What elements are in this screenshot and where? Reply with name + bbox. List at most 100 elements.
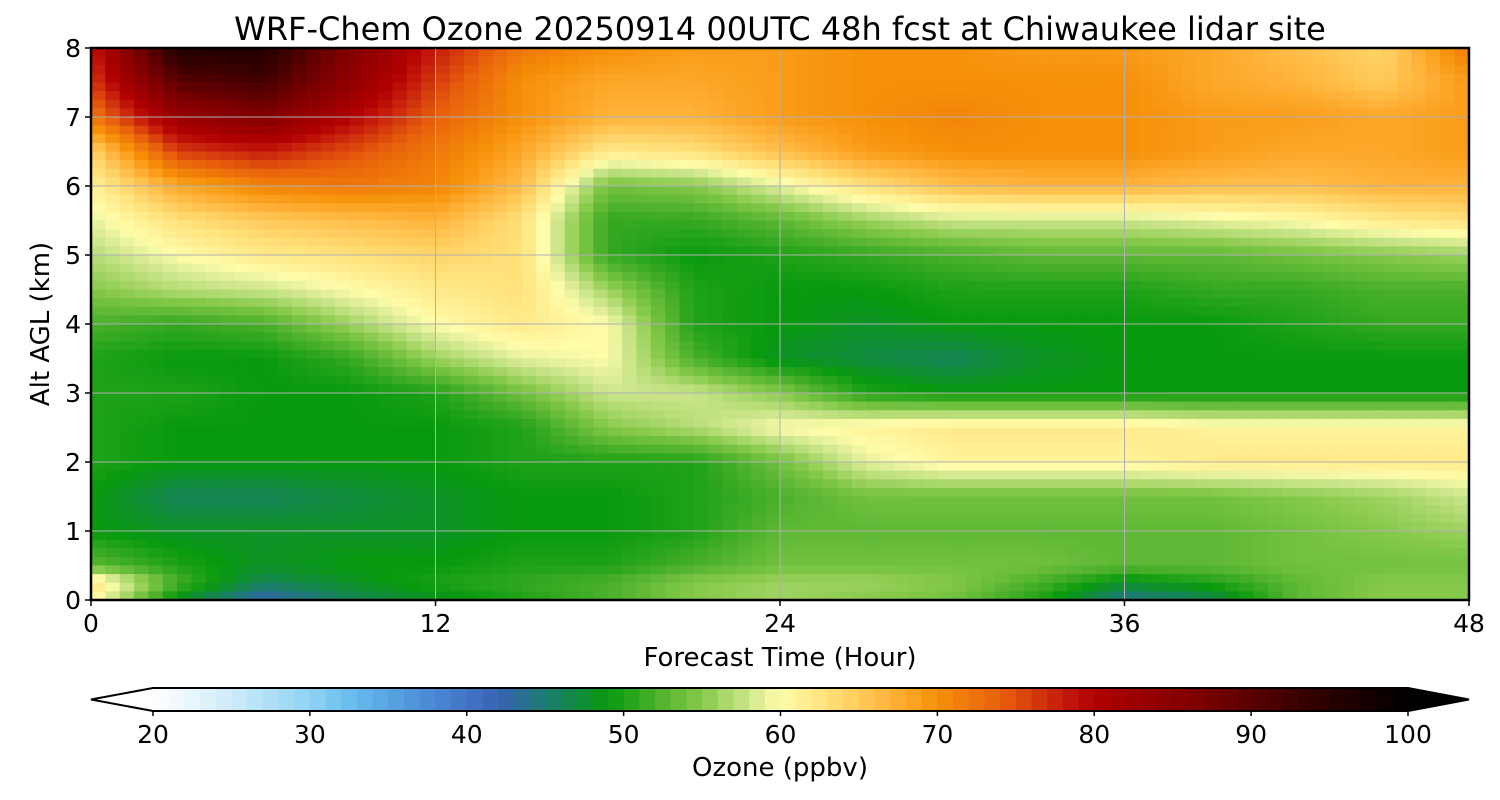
heatmap-cell bbox=[1268, 48, 1283, 58]
heatmap-cell bbox=[335, 280, 350, 291]
heatmap-cell bbox=[1224, 332, 1240, 342]
heatmap-cell bbox=[1311, 462, 1327, 472]
heatmap-cell bbox=[421, 444, 437, 454]
heatmap-cell bbox=[1268, 263, 1283, 273]
heatmap-cell bbox=[1440, 444, 1456, 454]
heatmap-cell bbox=[550, 453, 566, 463]
heatmap-cell bbox=[780, 298, 795, 308]
heatmap-cell bbox=[593, 349, 609, 360]
heatmap-cell bbox=[593, 237, 609, 247]
heatmap-cell bbox=[1224, 462, 1240, 472]
heatmap-cell bbox=[564, 401, 580, 411]
heatmap-cell bbox=[1167, 306, 1183, 316]
heatmap-cell bbox=[866, 324, 882, 334]
heatmap-cell bbox=[464, 48, 480, 58]
heatmap-cell bbox=[162, 194, 178, 204]
heatmap-cell bbox=[1454, 487, 1470, 498]
heatmap-cell bbox=[1181, 487, 1197, 498]
heatmap-cell bbox=[1181, 306, 1197, 316]
heatmap-cell bbox=[622, 444, 638, 454]
heatmap-cell bbox=[1052, 125, 1068, 135]
heatmap-cell bbox=[349, 125, 365, 135]
heatmap-cell bbox=[1224, 48, 1240, 58]
heatmap-cell bbox=[1052, 203, 1068, 213]
heatmap-cell bbox=[105, 151, 121, 161]
heatmap-cell bbox=[449, 479, 465, 489]
heatmap-cell bbox=[521, 160, 537, 170]
heatmap-cell bbox=[823, 487, 839, 498]
heatmap-cell bbox=[263, 401, 279, 411]
heatmap-cell bbox=[1181, 56, 1197, 66]
heatmap-cell bbox=[937, 203, 953, 213]
heatmap-cell bbox=[349, 436, 365, 446]
heatmap-cell bbox=[923, 384, 939, 394]
heatmap-cell bbox=[1024, 410, 1039, 420]
heatmap-cell bbox=[492, 108, 508, 118]
heatmap-cell bbox=[722, 393, 738, 403]
heatmap-cell bbox=[105, 410, 121, 420]
heatmap-cell bbox=[162, 117, 178, 127]
heatmap-cell bbox=[1354, 194, 1370, 204]
heatmap-cell bbox=[435, 436, 451, 446]
heatmap-cell bbox=[1440, 393, 1456, 403]
heatmap-cell bbox=[966, 332, 982, 342]
heatmap-cell bbox=[665, 220, 681, 230]
heatmap-cell bbox=[636, 306, 652, 316]
heatmap-cell bbox=[291, 289, 307, 299]
heatmap-cell bbox=[1454, 479, 1470, 489]
heatmap-cell bbox=[894, 306, 910, 316]
heatmap-cell bbox=[1397, 462, 1413, 472]
heatmap-cell bbox=[564, 91, 580, 101]
heatmap-cell bbox=[880, 108, 896, 118]
heatmap-cell bbox=[478, 108, 494, 118]
heatmap-cell bbox=[105, 401, 121, 411]
heatmap-cell bbox=[722, 298, 738, 308]
heatmap-cell bbox=[1382, 255, 1398, 265]
heatmap-cell bbox=[679, 125, 695, 135]
heatmap-cell bbox=[636, 91, 652, 101]
heatmap-cell bbox=[751, 427, 767, 437]
heatmap-cell bbox=[780, 246, 795, 256]
heatmap-cell bbox=[1052, 65, 1068, 75]
heatmap-cell bbox=[320, 246, 336, 256]
heatmap-cell bbox=[1153, 194, 1169, 204]
heatmap-cell bbox=[492, 280, 508, 291]
heatmap-cell bbox=[378, 203, 394, 213]
heatmap-cell bbox=[894, 203, 910, 213]
heatmap-cell bbox=[1196, 117, 1212, 127]
heatmap-cell bbox=[478, 289, 494, 299]
heatmap-cell bbox=[1239, 134, 1255, 144]
heatmap-cell bbox=[464, 462, 480, 472]
heatmap-cell bbox=[263, 367, 279, 377]
heatmap-cell bbox=[722, 332, 738, 342]
heatmap-cell bbox=[1210, 203, 1226, 213]
heatmap-cell bbox=[535, 117, 551, 127]
heatmap-cell bbox=[1038, 315, 1054, 325]
heatmap-cell bbox=[535, 229, 551, 239]
heatmap-cell bbox=[1095, 410, 1111, 420]
heatmap-cell bbox=[1397, 280, 1413, 291]
heatmap-cell bbox=[1253, 479, 1269, 489]
heatmap-cell bbox=[564, 160, 580, 170]
heatmap-cell bbox=[205, 203, 221, 213]
heatmap-cell bbox=[205, 306, 221, 316]
heatmap-cell bbox=[1081, 349, 1097, 360]
heatmap-cell bbox=[1153, 125, 1169, 135]
heatmap-cell bbox=[1038, 393, 1054, 403]
heatmap-cell bbox=[866, 367, 882, 377]
heatmap-cell bbox=[550, 91, 566, 101]
heatmap-cell bbox=[320, 237, 336, 247]
heatmap-cell bbox=[751, 117, 767, 127]
heatmap-cell bbox=[335, 418, 350, 429]
heatmap-cell bbox=[1110, 177, 1126, 187]
heatmap-cell bbox=[435, 237, 451, 247]
heatmap-cell bbox=[722, 220, 738, 230]
heatmap-cell bbox=[1411, 134, 1427, 144]
heatmap-cell bbox=[378, 384, 394, 394]
heatmap-cell bbox=[478, 298, 494, 308]
heatmap-cell bbox=[851, 108, 867, 118]
heatmap-cell bbox=[1110, 246, 1126, 256]
heatmap-cell bbox=[866, 125, 882, 135]
heatmap-cell bbox=[564, 349, 580, 360]
heatmap-cell bbox=[1268, 99, 1283, 109]
